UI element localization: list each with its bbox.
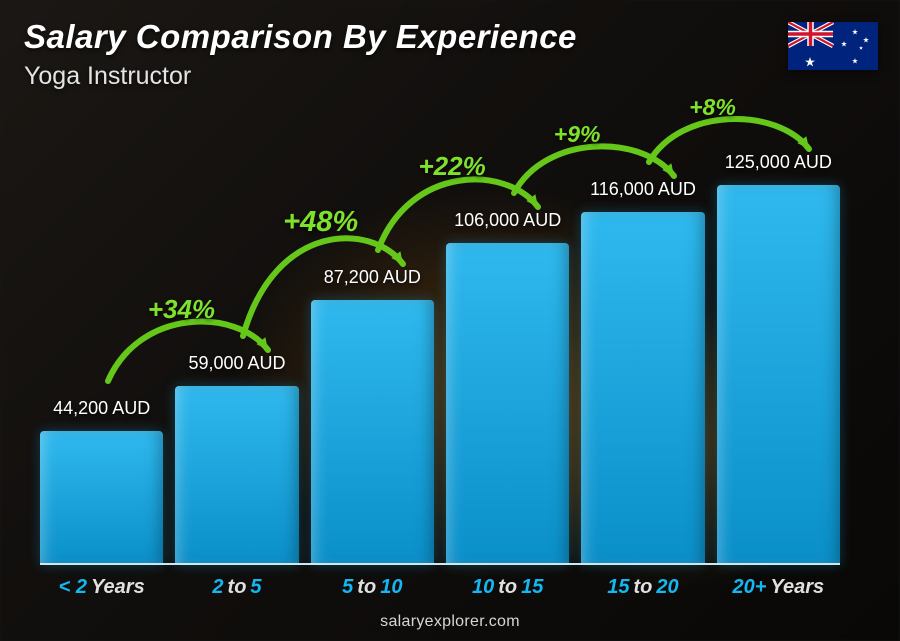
- chart-subtitle: Yoga Instructor: [24, 62, 577, 91]
- bar: [40, 431, 163, 565]
- bar-group: 116,000 AUD15to20: [581, 179, 704, 565]
- header: Salary Comparison By Experience Yoga Ins…: [24, 18, 577, 91]
- bar: [446, 243, 569, 565]
- footer-text: salaryexplorer.com: [0, 613, 900, 631]
- chart-container: Salary Comparison By Experience Yoga Ins…: [0, 0, 900, 641]
- bar-group: 125,000 AUD20+Years: [717, 152, 840, 565]
- flag-icon: [788, 22, 878, 70]
- bar-group: 44,200 AUD< 2Years: [40, 398, 163, 565]
- bar: [175, 386, 298, 565]
- bar: [581, 212, 704, 565]
- bar-x-label: 15to20: [607, 576, 678, 599]
- bar: [717, 185, 840, 565]
- bar-x-label: 2to5: [212, 576, 261, 599]
- bar-x-label: 20+Years: [732, 576, 824, 599]
- chart-baseline: [40, 563, 840, 565]
- bar-x-label: 5to10: [342, 576, 402, 599]
- bar-x-label: 10to15: [472, 576, 543, 599]
- pct-arrow: [609, 95, 849, 192]
- chart-title: Salary Comparison By Experience: [24, 18, 577, 56]
- bar-x-label: < 2Years: [59, 576, 145, 599]
